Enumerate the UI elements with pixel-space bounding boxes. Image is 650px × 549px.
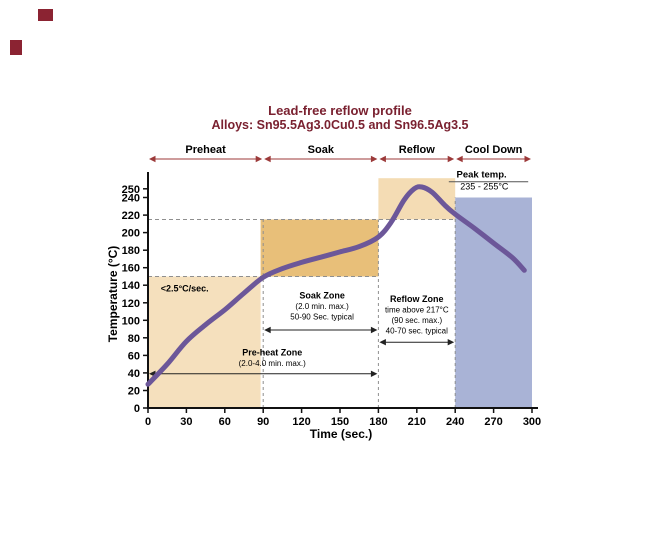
x-tick-label: 150 [331,416,349,428]
peak-temp-label: Peak temp. [457,169,507,180]
chart-subtitle: Alloys: Sn95.5Ag3.0Cu0.5 and Sn96.5Ag3.5 [211,118,469,132]
phase-label-preheat: Preheat [185,144,226,156]
y-tick-label: 180 [122,245,140,257]
y-tick-label: 20 [128,386,140,398]
y-tick-label: 140 [122,280,140,292]
phase-arrow-reflow-head-right [447,155,455,163]
x-axis-title: Time (sec.) [310,427,372,441]
annotation-arrow-soak-zone-head-right [370,326,378,334]
phase-label-soak: Soak [308,144,335,156]
zone-cooldown [455,197,532,408]
y-tick-label: 40 [128,368,140,380]
annotation-arrow-reflow-zone-head-right [447,339,455,346]
y-tick-label: 220 [122,210,140,222]
x-tick-label: 240 [446,416,464,428]
chart-title: Lead-free reflow profile [268,103,412,118]
annotation-reflow-zone-line: 40-70 sec. typical [386,326,448,335]
annotation-soak-zone-line: Soak Zone [299,290,345,300]
phase-arrow-reflow-head-left [379,155,386,163]
x-tick-label: 30 [180,416,192,428]
x-tick-label: 210 [408,416,426,428]
annotation-ramp-rate-line: <2.5°C/sec. [161,283,209,293]
y-tick-label: 250 [122,184,140,196]
phase-arrow-preheat-head-left [149,155,156,163]
annotation-soak-zone-line: 50-90 Sec. typical [290,312,354,321]
x-tick-label: 0 [145,416,151,428]
annotation-reflow-zone-line: Reflow Zone [390,294,444,304]
phase-arrow-cooldown-head-right [524,155,531,163]
y-tick-label: 240 [122,193,140,205]
x-tick-label: 270 [484,416,502,428]
x-tick-label: 180 [369,416,387,428]
phase-arrow-preheat-head-right [255,155,263,163]
y-tick-label: 100 [122,315,140,327]
phase-label-cooldown: Cool Down [465,144,523,156]
zone-preheat [148,276,261,408]
y-tick-label: 60 [128,350,140,362]
temperature-curve [145,184,527,387]
y-axis-title: Temperature (°C) [106,246,120,343]
annotation-reflow-zone-line: (90 sec. max.) [391,316,442,325]
annotation-preheat-zone-line: Pre-heat Zone [242,347,302,357]
x-tick-label: 120 [292,416,310,428]
y-tick-label: 120 [122,298,140,310]
annotation-soak-zone-line: (2.0 min. max.) [295,302,349,311]
zone-reflow [378,178,456,220]
peak-temp-value: 235 - 255°C [460,182,509,192]
annotation-arrow-preheat-zone-head-right [370,370,378,377]
y-tick-label: 80 [128,333,140,345]
annotation-arrow-reflow-zone-head-left [379,339,386,346]
x-tick-label: 90 [257,416,269,428]
y-tick-label: 200 [122,228,140,240]
x-tick-label: 300 [523,416,541,428]
y-tick-label: 0 [134,403,140,415]
annotation-arrow-soak-zone-head-left [264,326,271,334]
phase-label-reflow: Reflow [399,144,436,156]
annotation-reflow-zone-line: time above 217°C [385,305,449,314]
annotation-preheat-zone-line: (2.0-4.0 min. max.) [239,359,306,368]
x-tick-label: 60 [219,416,231,428]
phase-arrow-soak-head-right [370,155,378,163]
corner-mark [38,9,53,21]
title-block: Lead-free reflow profile Alloys: Sn95.5A… [30,103,650,133]
y-tick-label: 160 [122,263,140,275]
phase-arrow-soak-head-left [264,155,271,163]
phase-arrow-cooldown-head-left [456,155,463,163]
corner-mark [10,40,22,55]
